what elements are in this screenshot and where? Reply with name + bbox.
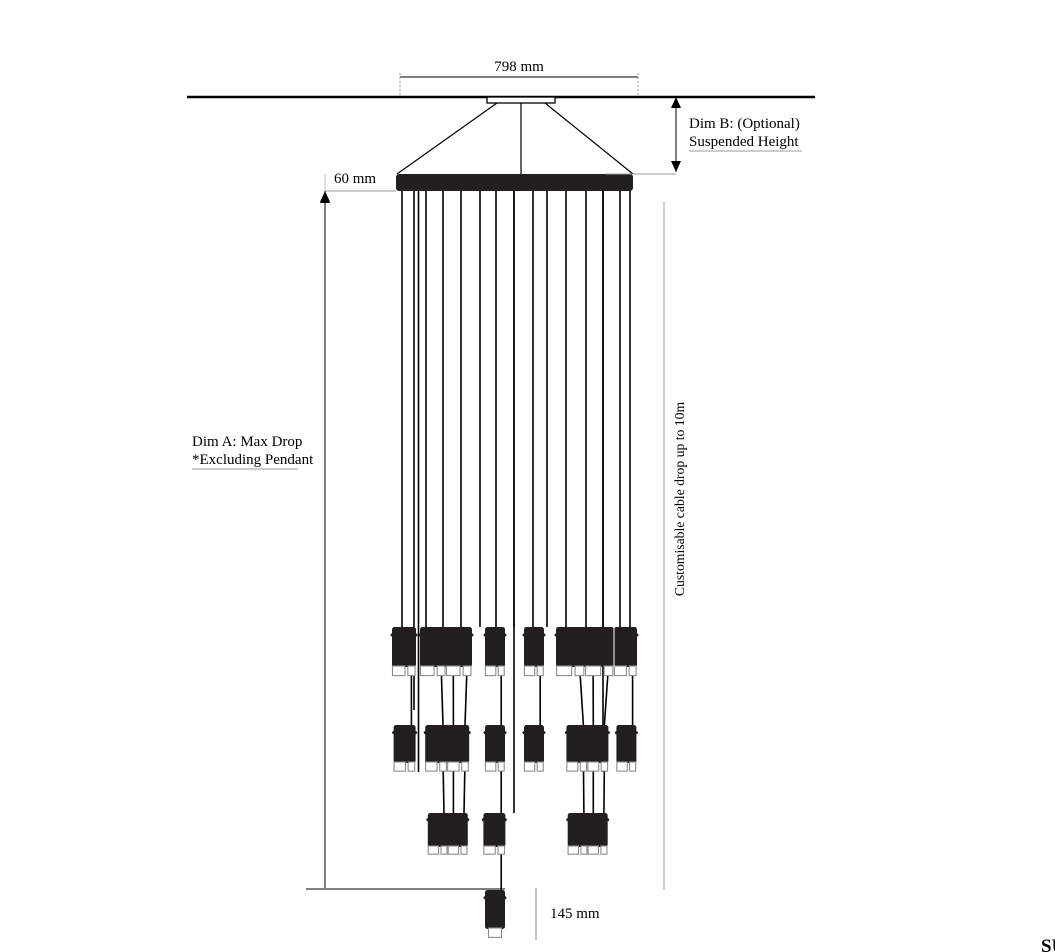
svg-text:Dim A: Max Drop: Dim A: Max Drop <box>192 434 302 450</box>
svg-text:Customisable cable drop up to: Customisable cable drop up to 10m <box>672 402 687 597</box>
svg-text:798 mm: 798 mm <box>494 59 544 75</box>
svg-text:Suspended Height: Suspended Height <box>689 134 799 150</box>
svg-text:SU: SU <box>1041 936 1055 952</box>
svg-text:*Excluding Pendant: *Excluding Pendant <box>192 452 314 468</box>
svg-text:60 mm: 60 mm <box>334 171 376 187</box>
svg-text:145 mm: 145 mm <box>550 906 600 922</box>
svg-text:Dim B: (Optional): Dim B: (Optional) <box>689 116 800 132</box>
